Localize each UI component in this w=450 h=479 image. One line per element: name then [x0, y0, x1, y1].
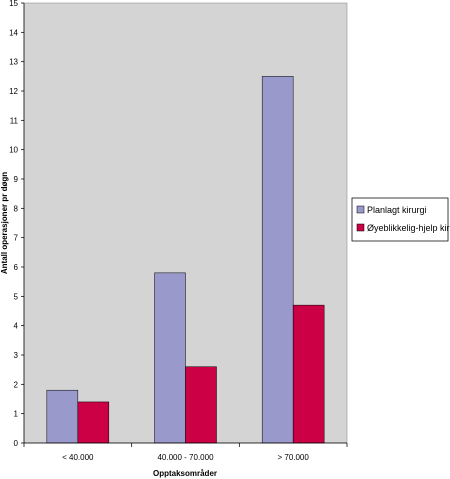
- bar-oyeblikkelig-2: [292, 304, 325, 444]
- y-tick-label: 15: [9, 0, 18, 8]
- bars-layer: [46, 76, 325, 444]
- legend-box: [351, 197, 449, 242]
- y-tick-label: 2: [14, 380, 19, 389]
- legend-swatch-0: [356, 205, 365, 214]
- y-tick-label: 1: [14, 410, 19, 419]
- y-tick-label: 7: [14, 234, 19, 243]
- bar-planlagt-0: [46, 389, 79, 444]
- y-tick-label: 8: [14, 204, 19, 213]
- legend: Planlagt kirurgi Øyeblikkelig-hjelp kirur…: [351, 197, 450, 242]
- legend-label-0: Planlagt kirurgi: [367, 205, 427, 215]
- x-tick-label: < 40.000: [62, 453, 94, 462]
- bar-oyeblikkelig-0: [77, 401, 110, 444]
- y-tick-label: 10: [9, 146, 18, 155]
- y-tick-label: 0: [14, 439, 19, 448]
- y-tick-label: 12: [9, 87, 18, 96]
- x-axis-title: Opptaksområder: [153, 469, 217, 478]
- x-tick-label: 40.000 - 70.000: [157, 453, 214, 462]
- y-tick-label: 5: [14, 292, 19, 301]
- y-tick-label: 13: [9, 58, 18, 67]
- x-tick-label: > 70.000: [277, 453, 309, 462]
- y-tick-label: 3: [14, 351, 19, 360]
- bar-oyeblikkelig-1: [185, 366, 217, 444]
- y-tick-label: 11: [10, 116, 19, 125]
- y-tick-label: 6: [14, 263, 19, 272]
- bar-planlagt-1: [154, 272, 186, 444]
- legend-swatch-1: [356, 223, 365, 232]
- legend-label-1: Øyeblikkelig-hjelp kirurgi: [367, 223, 450, 233]
- y-tick-label: 14: [9, 28, 18, 37]
- y-tick-label: 9: [14, 175, 19, 184]
- bar-planlagt-2: [261, 76, 294, 444]
- y-axis-title: Antall operasjoner pr døgn: [0, 172, 9, 274]
- y-tick-label: 4: [14, 322, 19, 331]
